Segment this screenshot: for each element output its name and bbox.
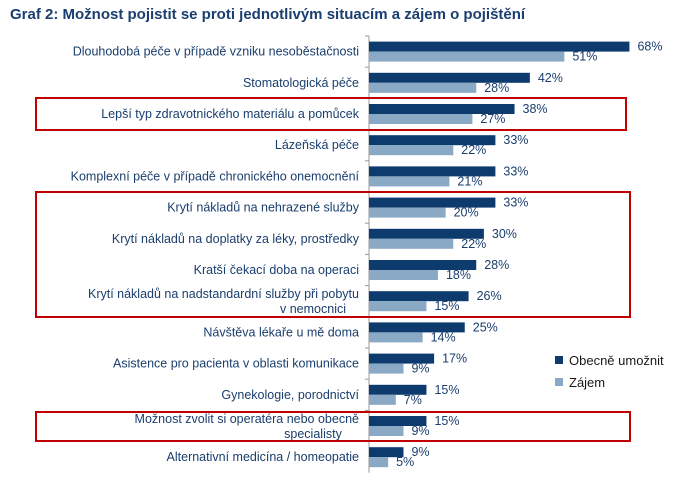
bar-primary — [369, 72, 530, 83]
bar-secondary — [369, 457, 389, 468]
category-label: Krytí nákladů na doplatky za léky, prost… — [112, 232, 360, 246]
category-label: Krytí nákladů na nadstandardní služby př… — [88, 287, 359, 316]
bar-secondary — [369, 238, 454, 249]
bar-primary — [369, 384, 427, 395]
highlight-box-specialist — [35, 411, 631, 442]
bar-secondary — [369, 51, 565, 62]
bar-primary — [369, 416, 427, 426]
category-label: Lázeňská péče — [275, 138, 359, 152]
data-label-secondary: 7% — [404, 393, 422, 407]
bar-primary — [369, 166, 496, 177]
data-label-secondary: 5% — [396, 455, 414, 469]
data-label-primary: 33% — [503, 196, 528, 210]
data-label-secondary: 20% — [454, 206, 479, 220]
bar-secondary — [369, 270, 438, 280]
category-label: Alternativní medicína / homeopatie — [167, 450, 360, 464]
bar-primary — [369, 135, 496, 146]
legend-swatch-primary — [555, 356, 563, 364]
category-label: Asistence pro pacienta v oblasti komunik… — [113, 357, 359, 371]
data-label-secondary: 51% — [572, 50, 597, 64]
data-label-secondary: 21% — [457, 174, 482, 188]
bar-primary — [369, 291, 469, 302]
bar-primary — [369, 228, 484, 239]
data-label-secondary: 18% — [446, 268, 471, 282]
bar-secondary — [369, 363, 404, 374]
bar-secondary — [369, 82, 477, 93]
data-label-primary: 33% — [503, 164, 528, 178]
bar-secondary — [369, 114, 473, 124]
category-label: Stomatologická péče — [243, 76, 359, 90]
bar-primary — [369, 260, 477, 270]
data-label-primary: 17% — [442, 352, 467, 366]
data-label-primary: 15% — [434, 383, 459, 397]
category-label: Možnost zvolit si operatéra nebo obecně s… — [135, 412, 359, 441]
category-label: Lepší typ zdravotnického materiálu a pom… — [101, 107, 360, 121]
data-label-secondary: 28% — [484, 81, 509, 95]
data-label-secondary: 15% — [434, 299, 459, 313]
bar-primary — [369, 197, 496, 208]
data-label-primary: 30% — [492, 227, 517, 241]
data-label-secondary: 9% — [411, 362, 429, 376]
chart-title: Graf 2: Možnost pojistit se proti jednot… — [10, 6, 526, 23]
bar-primary — [369, 447, 404, 458]
highlight-box-costs — [35, 191, 631, 318]
bar-secondary — [369, 207, 446, 218]
highlight-box-material — [35, 97, 627, 131]
data-label-primary: 33% — [503, 133, 528, 147]
bar-primary — [369, 353, 435, 364]
data-label-primary: 25% — [473, 320, 498, 334]
category-label: Komplexní péče v případě chronického one… — [71, 169, 360, 183]
data-label-primary: 15% — [434, 414, 459, 428]
bar-secondary — [369, 176, 450, 187]
data-label-primary: 68% — [637, 40, 662, 54]
legend-item-secondary: Zájem — [555, 371, 664, 393]
bar-secondary — [369, 426, 404, 436]
legend: Obecně umožnit Zájem — [555, 349, 664, 393]
category-label: Gynekologie, porodnictví — [221, 388, 359, 402]
data-label-secondary: 9% — [411, 424, 429, 438]
data-label-primary: 28% — [484, 258, 509, 272]
legend-label-secondary: Zájem — [569, 374, 606, 390]
data-label-secondary: 22% — [461, 143, 486, 157]
data-label-secondary: 27% — [480, 112, 505, 126]
data-label-primary: 42% — [538, 71, 563, 85]
category-label: Kratší čekací doba na operaci — [194, 263, 359, 277]
bar-secondary — [369, 332, 423, 343]
bar-secondary — [369, 394, 396, 405]
data-label-secondary: 14% — [431, 330, 456, 344]
category-label: Návštěva lékaře u mě doma — [203, 325, 359, 339]
bar-secondary — [369, 145, 454, 156]
legend-label-primary: Obecně umožnit — [569, 352, 664, 368]
data-label-primary: 38% — [523, 102, 548, 116]
data-label-secondary: 22% — [461, 237, 486, 251]
legend-item-primary: Obecně umožnit — [555, 349, 664, 371]
data-label-primary: 9% — [411, 445, 429, 459]
legend-swatch-secondary — [555, 378, 563, 386]
bar-primary — [369, 104, 515, 114]
bar-secondary — [369, 301, 427, 312]
bar-primary — [369, 322, 465, 333]
category-label: Dlouhodobá péče v případě vzniku nesoběs… — [73, 45, 359, 59]
bar-primary — [369, 41, 630, 52]
data-label-primary: 26% — [477, 289, 502, 303]
category-label: Krytí nákladů na nehrazené služby — [167, 201, 360, 215]
